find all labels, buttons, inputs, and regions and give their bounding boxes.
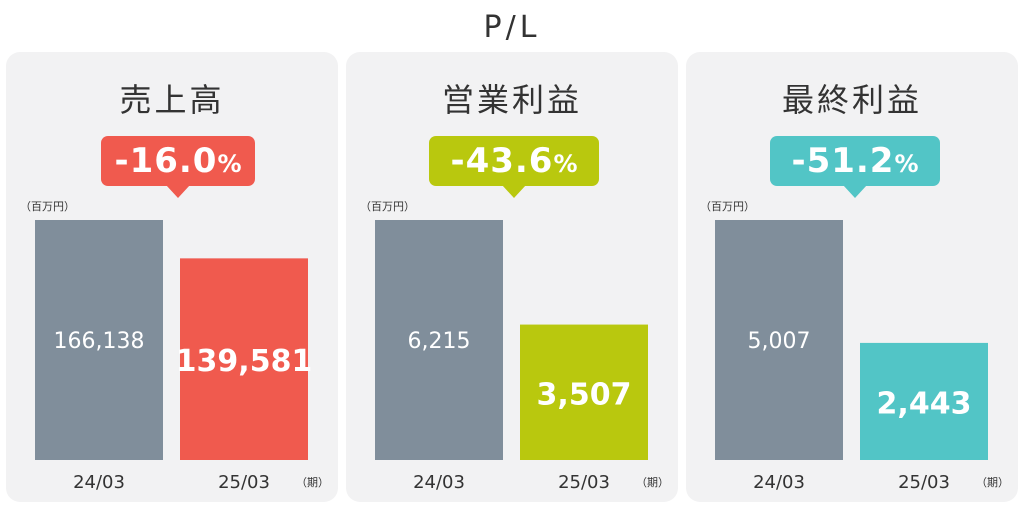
unit-label: （百万円） [700, 200, 755, 213]
category-label: 24/03 [753, 472, 805, 493]
panel-operating-profit: 営業利益 -43.6% （百万円） （期） 6,215 24/03 3,507 25/… [346, 52, 678, 502]
change-callout: -16.0% [101, 136, 255, 198]
change-suffix: % [553, 150, 578, 178]
change-value: -16.0 [114, 141, 218, 181]
change-value: -43.6 [450, 141, 554, 181]
bar-value-label: 166,138 [54, 329, 145, 354]
bar-24-03 [35, 220, 163, 460]
change-suffix: % [217, 150, 242, 178]
bar-24-03 [715, 220, 843, 460]
bar-value-label: 5,007 [748, 329, 811, 354]
bar-24-03 [375, 220, 503, 460]
category-label: 25/03 [558, 472, 610, 493]
unit-label: （百万円） [20, 200, 75, 213]
bar-chart: 6,215 24/03 3,507 25/03 [375, 220, 648, 493]
panel-title: 最終利益 [781, 81, 922, 119]
panel-title: 営業利益 [441, 81, 582, 119]
category-label: 24/03 [413, 472, 465, 493]
panel-net-profit: 最終利益 -51.2% （百万円） （期） 5,007 24/03 2,443 25/… [686, 52, 1018, 502]
page-title: P/L [483, 10, 541, 45]
period-unit-label: （期） [296, 476, 329, 489]
category-label: 25/03 [898, 472, 950, 493]
bar-25-03 [520, 324, 648, 460]
bar-value-label: 6,215 [408, 329, 471, 354]
bar-25-03 [860, 342, 988, 460]
category-label: 25/03 [218, 472, 270, 493]
bar-value-label: 3,507 [537, 377, 632, 412]
bar-value-label: 2,443 [877, 386, 972, 421]
change-value: -51.2 [791, 141, 895, 181]
panel-title: 売上高 [119, 81, 225, 119]
bar-value-label: 139,581 [176, 344, 313, 379]
bar-chart: 166,138 24/03 139,581 25/03 [35, 220, 313, 493]
period-unit-label: （期） [636, 476, 669, 489]
unit-label: （百万円） [360, 200, 415, 213]
change-callout: -51.2% [770, 136, 940, 198]
period-unit-label: （期） [976, 476, 1009, 489]
change-suffix: % [894, 150, 919, 178]
panel-revenue: 売上高 -16.0% （百万円） （期） 166,138 24/03 139,581… [6, 52, 338, 502]
bar-25-03 [180, 258, 308, 460]
category-label: 24/03 [73, 472, 125, 493]
change-callout: -43.6% [429, 136, 599, 198]
bar-chart: 5,007 24/03 2,443 25/03 [715, 220, 988, 493]
